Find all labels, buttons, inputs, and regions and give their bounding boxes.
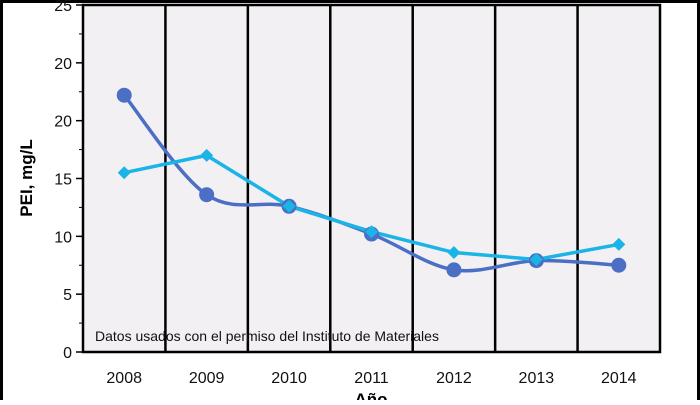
series-2-point: [200, 148, 214, 162]
x-tick-label: 2010: [271, 370, 307, 387]
y-axis-title: PEI, mg/L: [17, 139, 36, 216]
x-tick-label: 2014: [601, 370, 637, 387]
y-tick-label: 15: [54, 172, 72, 189]
x-tick-label: 2009: [189, 370, 225, 387]
y-axis: 0 5 10 15 20 20 25: [54, 0, 83, 362]
series-1-point: [116, 87, 132, 103]
y-tick-label: 20: [54, 56, 72, 73]
y-tick-label: 25: [54, 0, 72, 15]
series-2-point: [612, 237, 626, 251]
y-tick-label: 0: [63, 345, 72, 362]
series-markers: [116, 87, 627, 278]
y-tick-label: 5: [63, 287, 72, 304]
series-1-point: [611, 257, 627, 273]
x-tick-label: 2011: [354, 370, 389, 387]
plot-area: [81, 3, 662, 354]
x-tick-label: 2012: [436, 370, 472, 387]
series-1-point: [199, 187, 215, 203]
x-tick-label: 2008: [106, 370, 142, 387]
x-axis-title: Año: [354, 390, 387, 400]
series-2-point: [447, 246, 461, 260]
x-axis: 2008 2009 2010 2011 2012 2013 2014: [106, 370, 636, 387]
series-2-point: [365, 225, 378, 239]
y-tick-label: 20: [54, 114, 72, 131]
series-2-point: [282, 199, 296, 213]
series-1-point: [446, 262, 462, 278]
series-2-point: [117, 166, 131, 180]
category-bands: [164, 5, 579, 352]
x-tick-label: 2013: [519, 370, 555, 387]
data-source-note: Datos usados con el permiso del Institut…: [95, 328, 439, 344]
series-2-point: [529, 252, 543, 266]
y-tick-label: 10: [54, 229, 72, 246]
